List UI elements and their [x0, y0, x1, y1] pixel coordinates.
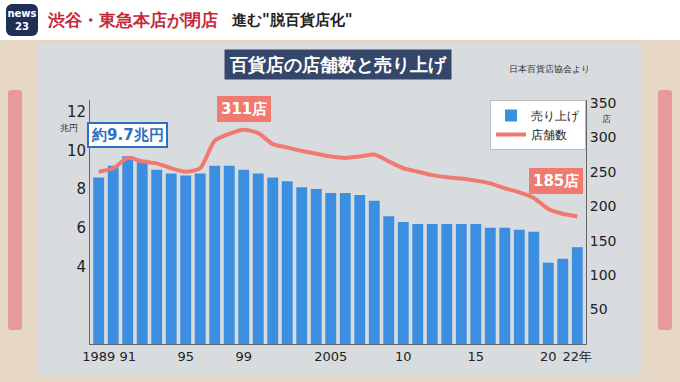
svg-text:95: 95 — [177, 349, 194, 364]
html-text:渋谷・東急本店が閉店: 渋谷・東急本店が閉店 — [48, 10, 218, 30]
svg-text:350: 350 — [590, 95, 617, 111]
svg-text:4: 4 — [76, 258, 86, 276]
svg-text:20: 20 — [540, 349, 557, 364]
svg-text:店: 店 — [602, 114, 611, 124]
svg-text:百貨店の店舗数と売り上げ: 百貨店の店舗数と売り上げ — [229, 54, 447, 75]
svg-text:200: 200 — [590, 198, 617, 214]
svg-text:8: 8 — [76, 180, 86, 198]
svg-text:22年: 22年 — [563, 349, 593, 364]
svg-text:50: 50 — [590, 301, 608, 317]
svg-text:250: 250 — [590, 164, 617, 180]
svg-text:91: 91 — [119, 349, 136, 364]
svg-text:311店: 311店 — [221, 100, 267, 118]
svg-text:150: 150 — [590, 233, 617, 249]
svg-text:15: 15 — [468, 349, 485, 364]
svg-text:兆円: 兆円 — [60, 123, 78, 133]
svg-text:10: 10 — [395, 349, 412, 364]
svg-text:2005: 2005 — [314, 349, 347, 364]
svg-text:日本百貨店協会より: 日本百貨店協会より — [509, 64, 590, 74]
svg-text:12: 12 — [67, 103, 86, 121]
svg-text:売り上げ: 売り上げ — [531, 109, 580, 123]
svg-text:10: 10 — [67, 142, 86, 160]
html-text:進む"脱百貨店化": 進む"脱百貨店化" — [232, 11, 353, 29]
svg-text:300: 300 — [590, 129, 617, 145]
html-text:news 23: news 23 — [7, 8, 37, 32]
svg-text:185店: 185店 — [533, 172, 579, 190]
svg-text:99: 99 — [235, 349, 252, 364]
svg-text:1989: 1989 — [82, 349, 115, 364]
svg-text:6: 6 — [76, 219, 86, 237]
svg-text:店舗数: 店舗数 — [531, 128, 567, 142]
svg-text:100: 100 — [590, 267, 617, 283]
svg-text:約9.7兆円: 約9.7兆円 — [91, 126, 164, 144]
